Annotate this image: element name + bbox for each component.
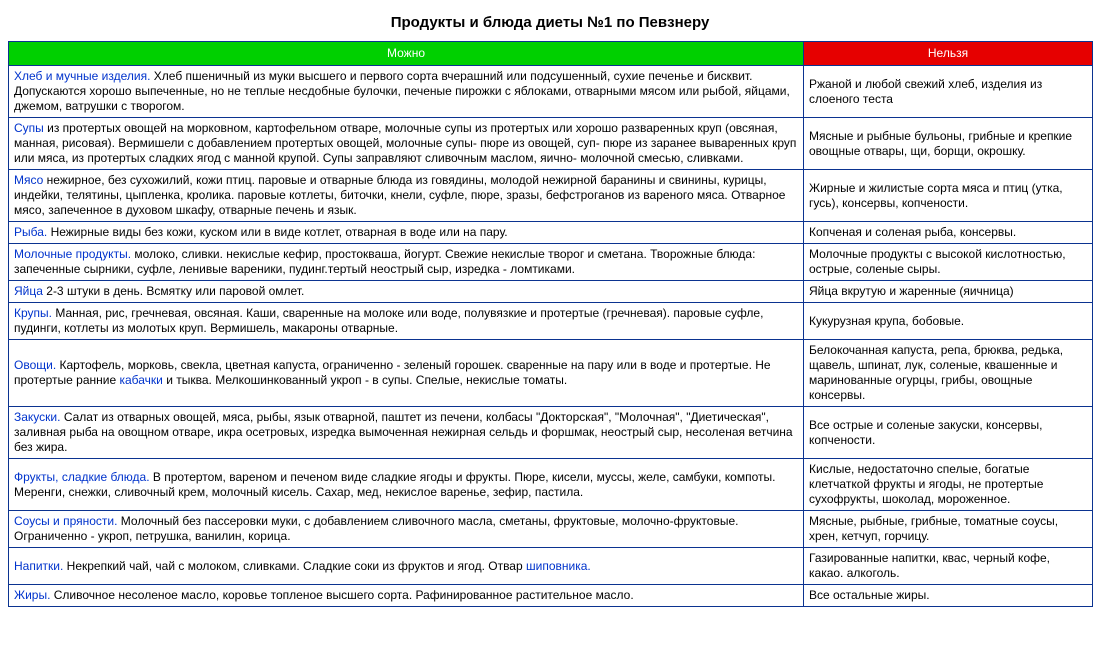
table-row: Крупы. Манная, рис, гречневая, овсяная. …: [9, 303, 1093, 340]
table-row: Молочные продукты. молоко, сливки. некис…: [9, 244, 1093, 281]
cell-forbidden: Мясные, рыбные, грибные, томатные соусы,…: [804, 511, 1093, 548]
header-allowed: Можно: [9, 42, 804, 66]
cell-forbidden: Молочные продукты с высокой кислотностью…: [804, 244, 1093, 281]
cell-forbidden: Кукурузная крупа, бобовые.: [804, 303, 1093, 340]
cell-forbidden: Все острые и соленые закуски, консервы, …: [804, 407, 1093, 459]
cell-allowed: Хлеб и мучные изделия. Хлеб пшеничный из…: [9, 66, 804, 118]
inline-link[interactable]: кабачки: [119, 373, 162, 387]
allowed-text: из протертых овощей на морковном, картоф…: [14, 121, 796, 165]
cell-forbidden: Яйца вкрутую и жаренные (яичница): [804, 281, 1093, 303]
allowed-text: Молочный без пассеровки муки, с добавлен…: [14, 514, 738, 543]
diet-table: Можно Нельзя Хлеб и мучные изделия. Хлеб…: [8, 41, 1093, 607]
cell-allowed: Крупы. Манная, рис, гречневая, овсяная. …: [9, 303, 804, 340]
category-label: Молочные продукты.: [14, 247, 131, 261]
table-row: Супы из протертых овощей на морковном, к…: [9, 118, 1093, 170]
allowed-text: и тыква. Мелкошинкованный укроп - в супы…: [163, 373, 567, 387]
allowed-text: Сливочное несоленое масло, коровье топле…: [54, 588, 634, 602]
table-row: Хлеб и мучные изделия. Хлеб пшеничный из…: [9, 66, 1093, 118]
category-label: Соусы и пряности.: [14, 514, 117, 528]
category-label: Крупы.: [14, 306, 52, 320]
inline-link[interactable]: шиповника.: [526, 559, 591, 573]
category-label: Хлеб и мучные изделия.: [14, 69, 150, 83]
table-row: Мясо нежирное, без сухожилий, кожи птиц.…: [9, 170, 1093, 222]
cell-allowed: Рыба. Нежирные виды без кожи, куском или…: [9, 222, 804, 244]
allowed-text: 2-3 штуки в день. Всмятку или паровой ом…: [46, 284, 304, 298]
cell-forbidden: Кислые, недостаточно спелые, богатые кле…: [804, 459, 1093, 511]
cell-allowed: Соусы и пряности. Молочный без пассеровк…: [9, 511, 804, 548]
cell-allowed: Жиры. Сливочное несоленое масло, коровье…: [9, 585, 804, 607]
cell-forbidden: Все остальные жиры.: [804, 585, 1093, 607]
allowed-text: Нежирные виды без кожи, куском или в вид…: [51, 225, 508, 239]
allowed-text: Салат из отварных овощей, мяса, рыбы, яз…: [14, 410, 793, 454]
table-row: Соусы и пряности. Молочный без пассеровк…: [9, 511, 1093, 548]
category-label: Супы: [14, 121, 44, 135]
cell-allowed: Напитки. Некрепкий чай, чай с молоком, с…: [9, 548, 804, 585]
cell-forbidden: Жирные и жилистые сорта мяса и птиц (утк…: [804, 170, 1093, 222]
cell-forbidden: Копченая и соленая рыба, консервы.: [804, 222, 1093, 244]
cell-forbidden: Газированные напитки, квас, черный кофе,…: [804, 548, 1093, 585]
table-row: Закуски. Салат из отварных овощей, мяса,…: [9, 407, 1093, 459]
category-label: Мясо: [14, 173, 43, 187]
category-label: Жиры.: [14, 588, 50, 602]
cell-allowed: Яйца 2-3 штуки в день. Всмятку или паров…: [9, 281, 804, 303]
category-label: Овощи.: [14, 358, 56, 372]
cell-allowed: Закуски. Салат из отварных овощей, мяса,…: [9, 407, 804, 459]
cell-forbidden: Ржаной и любой свежий хлеб, изделия из с…: [804, 66, 1093, 118]
header-row: Можно Нельзя: [9, 42, 1093, 66]
page-title: Продукты и блюда диеты №1 по Певзнеру: [8, 14, 1092, 31]
category-label: Напитки.: [14, 559, 63, 573]
allowed-text: Некрепкий чай, чай с молоком, сливками. …: [67, 559, 526, 573]
category-label: Фрукты, сладкие блюда.: [14, 470, 150, 484]
header-forbidden: Нельзя: [804, 42, 1093, 66]
allowed-text: Манная, рис, гречневая, овсяная. Каши, с…: [14, 306, 763, 335]
cell-allowed: Молочные продукты. молоко, сливки. некис…: [9, 244, 804, 281]
cell-allowed: Супы из протертых овощей на морковном, к…: [9, 118, 804, 170]
table-row: Жиры. Сливочное несоленое масло, коровье…: [9, 585, 1093, 607]
cell-allowed: Овощи. Картофель, морковь, свекла, цветн…: [9, 340, 804, 407]
category-label: Яйца: [14, 284, 43, 298]
table-row: Яйца 2-3 штуки в день. Всмятку или паров…: [9, 281, 1093, 303]
table-row: Фрукты, сладкие блюда. В протертом, варе…: [9, 459, 1093, 511]
allowed-text: нежирное, без сухожилий, кожи птиц. паро…: [14, 173, 785, 217]
cell-allowed: Мясо нежирное, без сухожилий, кожи птиц.…: [9, 170, 804, 222]
cell-forbidden: Белокочанная капуста, репа, брюква, редь…: [804, 340, 1093, 407]
table-row: Рыба. Нежирные виды без кожи, куском или…: [9, 222, 1093, 244]
category-label: Закуски.: [14, 410, 60, 424]
table-row: Овощи. Картофель, морковь, свекла, цветн…: [9, 340, 1093, 407]
table-row: Напитки. Некрепкий чай, чай с молоком, с…: [9, 548, 1093, 585]
category-label: Рыба.: [14, 225, 47, 239]
cell-allowed: Фрукты, сладкие блюда. В протертом, варе…: [9, 459, 804, 511]
cell-forbidden: Мясные и рыбные бульоны, грибные и крепк…: [804, 118, 1093, 170]
